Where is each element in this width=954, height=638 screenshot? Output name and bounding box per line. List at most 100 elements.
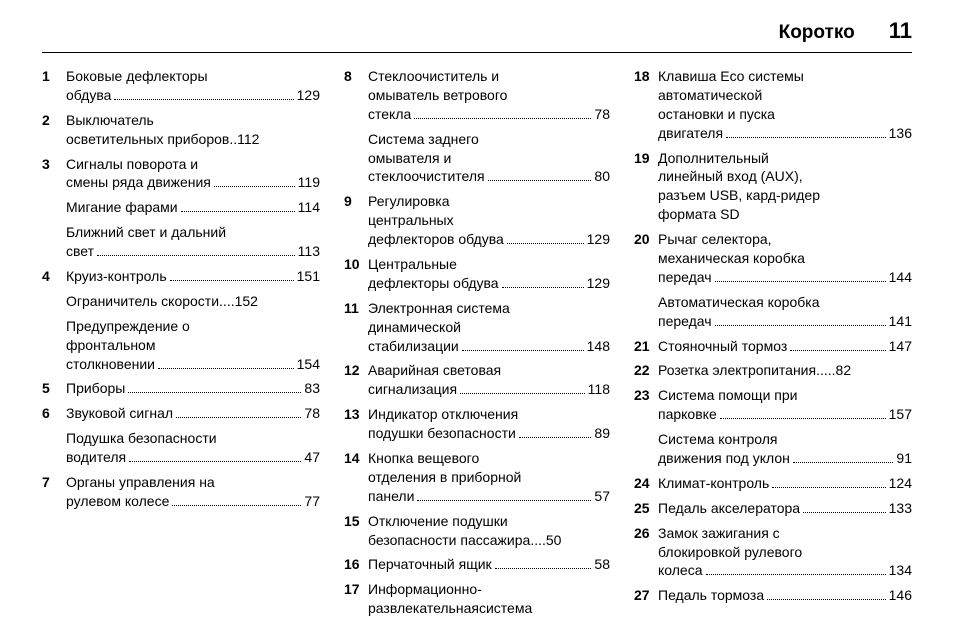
toc-column-3: 18Клавиша Eco системыавтоматическойостан… — [622, 67, 912, 624]
toc-entry-text: стекла — [368, 105, 411, 124]
toc-leader — [519, 426, 592, 438]
toc-entry-number — [42, 317, 66, 318]
toc-entry-page: 148 — [587, 337, 610, 356]
toc-entry-number: 19 — [634, 149, 658, 166]
toc-entry-text: Звуковой сигнал — [66, 404, 173, 423]
toc-entry-number — [634, 293, 658, 294]
toc-entry-text: Автоматическая коробка — [658, 293, 912, 312]
toc-leader — [706, 563, 886, 575]
toc-leader — [495, 557, 592, 569]
toc-leader — [214, 175, 295, 187]
toc-entry-lastline: подушки безопасности89 — [368, 424, 610, 443]
toc-entry-text: Рычаг селектора, — [658, 230, 912, 249]
toc-entry-lastline: безопасности пассажира .... 50 — [368, 531, 610, 550]
toc-entry-body: Отключение подушкибезопасности пассажира… — [368, 512, 610, 550]
toc-leader — [803, 501, 886, 513]
toc-entry-number: 12 — [344, 361, 368, 378]
toc-entry-number: 24 — [634, 474, 658, 491]
toc-entry: 13Индикатор отключенияподушки безопаснос… — [344, 405, 610, 443]
toc-columns: 1Боковые дефлекторыобдува1292Выключатель… — [42, 67, 912, 624]
toc-entry-text: Перчаточный ящик — [368, 555, 492, 574]
toc-entry-text: Аварийная световая — [368, 361, 610, 380]
toc-entry-number: 20 — [634, 230, 658, 247]
toc-entry: 23Система помощи припарковке157 — [634, 386, 912, 424]
toc-entry-page: 134 — [889, 561, 912, 580]
toc-entry-number: 18 — [634, 67, 658, 84]
toc-entry-body: Ограничитель скорости .... 152 — [66, 292, 320, 311]
toc-entry-body: Перчаточный ящик58 — [368, 555, 610, 574]
toc-entry-text: динамической — [368, 318, 610, 337]
toc-entry-number — [42, 292, 66, 293]
toc-entry: 10Центральныедефлекторы обдува129 — [344, 255, 610, 293]
toc-entry-body: Мигание фарами114 — [66, 198, 320, 217]
toc-entry-text: передач — [658, 268, 712, 287]
toc-entry-text: Индикатор отключения — [368, 405, 610, 424]
toc-entry-text: двигателя — [658, 124, 723, 143]
toc-entry-body: Клавиша Eco системыавтоматическойостанов… — [658, 67, 912, 143]
toc-entry-lastline: Стояночный тормоз147 — [658, 337, 912, 356]
toc-column-2: 8Стеклоочиститель иомыватель ветровогост… — [332, 67, 622, 624]
toc-leader — [502, 276, 584, 288]
toc-entry-lastline: формата SD — [658, 205, 912, 224]
toc-entry-lastline: осветительных приборов .. 112 — [66, 130, 320, 149]
toc-leader-text: .... — [219, 292, 235, 311]
page-header: Коротко 11 — [42, 18, 912, 53]
toc-entry: 24Климат-контроль124 — [634, 474, 912, 493]
toc-leader — [172, 494, 301, 506]
toc-entry-page: 91 — [896, 449, 912, 468]
toc-entry-text: Замок зажигания с — [658, 524, 912, 543]
toc-entry-body: Боковые дефлекторыобдува129 — [66, 67, 320, 105]
toc-leader — [507, 232, 584, 244]
toc-leader-text: ..... — [816, 361, 835, 380]
toc-entry-text: блокировкой рулевого — [658, 543, 912, 562]
toc-entry: 22Розетка электропитания ..... 82 — [634, 361, 912, 380]
toc-entry-number — [42, 223, 66, 224]
toc-entry-text: Система контроля — [658, 430, 912, 449]
toc-leader — [181, 200, 295, 212]
toc-entry-number: 14 — [344, 449, 368, 466]
toc-leader-text: .... — [530, 531, 546, 550]
toc-entry-lastline: Мигание фарами114 — [66, 198, 320, 217]
toc-entry-text: Выключатель — [66, 111, 320, 130]
toc-entry-body: Регулировкацентральныхдефлекторов обдува… — [368, 192, 610, 249]
toc-entry-number — [344, 130, 368, 131]
toc-entry-number: 26 — [634, 524, 658, 541]
toc-entry: Предупреждение офронтальномстолкновении1… — [42, 317, 320, 374]
toc-entry-text: стабилизации — [368, 337, 459, 356]
toc-entry-text: отделения в приборной — [368, 468, 610, 487]
toc-leader — [417, 489, 591, 501]
header-page-number: 11 — [889, 18, 912, 44]
toc-entry-page: 147 — [889, 337, 912, 356]
toc-entry-number: 6 — [42, 404, 66, 421]
toc-entry: 5Приборы83 — [42, 379, 320, 398]
toc-entry-lastline: Перчаточный ящик58 — [368, 555, 610, 574]
toc-entry-text: сигнализация — [368, 380, 457, 399]
toc-entry-number — [634, 430, 658, 431]
toc-leader — [720, 407, 886, 419]
toc-entry-lastline: Розетка электропитания ..... 82 — [658, 361, 912, 380]
toc-entry-body: Система заднегоомывателя истеклоочистите… — [368, 130, 610, 187]
toc-entry-text: омыватель ветрового — [368, 86, 610, 105]
toc-entry-lastline: двигателя136 — [658, 124, 912, 143]
toc-entry-page: 80 — [594, 167, 610, 186]
toc-entry-number: 22 — [634, 361, 658, 378]
page: Коротко 11 1Боковые дефлекторыобдува1292… — [0, 0, 954, 638]
toc-entry-text: Отключение подушки — [368, 512, 610, 531]
toc-entry-text: Электронная система — [368, 299, 610, 318]
toc-entry-number: 13 — [344, 405, 368, 422]
toc-entry-lastline: свет113 — [66, 242, 320, 261]
toc-entry-body: Информационно-развлекательнаясистема — [368, 580, 610, 618]
toc-entry-text: механическая коробка — [658, 249, 912, 268]
toc-entry-body: Приборы83 — [66, 379, 320, 398]
toc-entry-body: Автоматическая коробкапередач141 — [658, 293, 912, 331]
toc-entry: 7Органы управления нарулевом колесе77 — [42, 473, 320, 511]
toc-entry: 8Стеклоочиститель иомыватель ветровогост… — [344, 67, 610, 124]
toc-entry-body: Стояночный тормоз147 — [658, 337, 912, 356]
toc-entry-lastline: развлекательнаясистема — [368, 599, 610, 618]
toc-entry-page: 47 — [304, 448, 320, 467]
toc-entry-body: Рычаг селектора,механическая коробкапере… — [658, 230, 912, 287]
toc-entry-lastline: парковке157 — [658, 405, 912, 424]
toc-entry: 3Сигналы поворота исмены ряда движения11… — [42, 155, 320, 193]
toc-entry-body: Круиз-контроль151 — [66, 267, 320, 286]
toc-entry-lastline: Педаль акселератора133 — [658, 499, 912, 518]
